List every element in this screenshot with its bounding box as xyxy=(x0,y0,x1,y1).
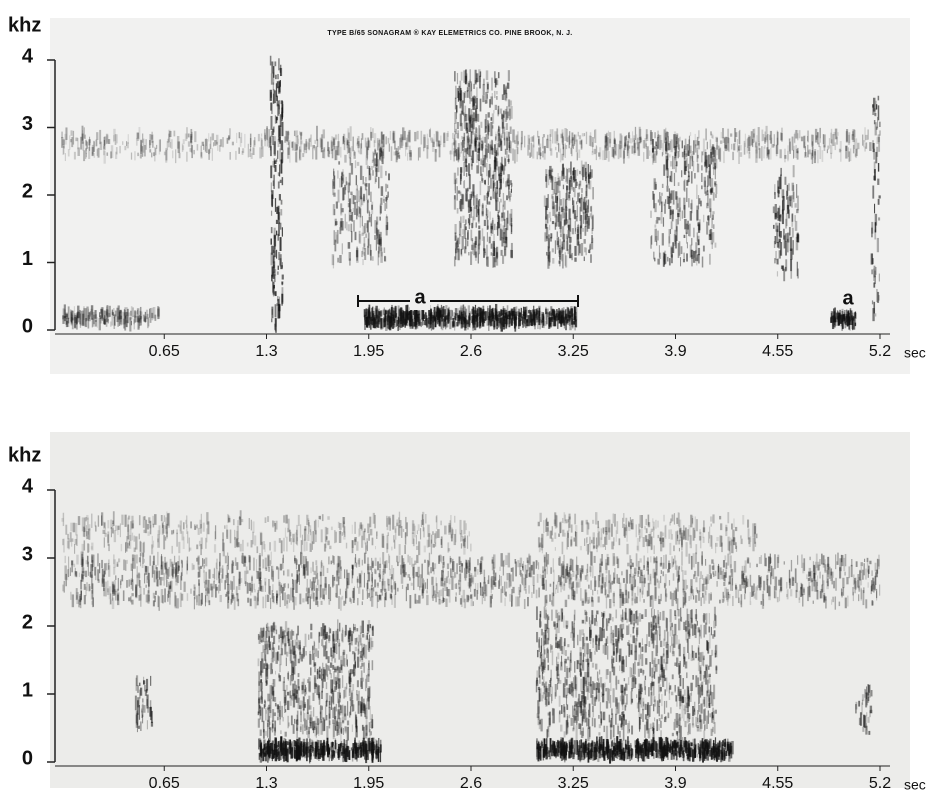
x-axis-label: sec xyxy=(904,345,926,361)
y-axis-label: khz xyxy=(8,14,41,36)
x-tick-label: 4.55 xyxy=(762,343,793,360)
spectrogram-texture xyxy=(61,510,881,764)
x-tick-label: 2.6 xyxy=(460,343,482,360)
panel-background xyxy=(50,432,910,788)
annotation: a xyxy=(414,286,426,308)
x-tick-label: 5.2 xyxy=(869,343,891,360)
y-tick-label: 0 xyxy=(22,315,33,337)
y-tick-label: 3 xyxy=(22,113,33,135)
annotation-bg xyxy=(410,288,430,310)
x-tick-label: 3.9 xyxy=(664,343,686,360)
chart-title: TYPE B/65 SONAGRAM ® KAY ELEMETRICS CO. … xyxy=(327,29,572,37)
spectrogram-texture xyxy=(61,55,881,333)
x-tick-label: 1.3 xyxy=(255,343,277,360)
y-tick-label: 1 xyxy=(22,248,33,270)
annotation: a xyxy=(842,287,854,309)
x-tick-label: 1.95 xyxy=(353,343,384,360)
x-tick-label: 3.25 xyxy=(558,343,589,360)
y-tick-label: 4 xyxy=(22,45,34,67)
y-tick-label: 2 xyxy=(22,180,33,202)
chart: 0 1 2 3 4 0.65 1.3 1.95 2.6 3.25 3.9 4.55 5.2 khz sec T… xyxy=(8,14,926,360)
x-tick-label: 0.65 xyxy=(149,343,180,360)
